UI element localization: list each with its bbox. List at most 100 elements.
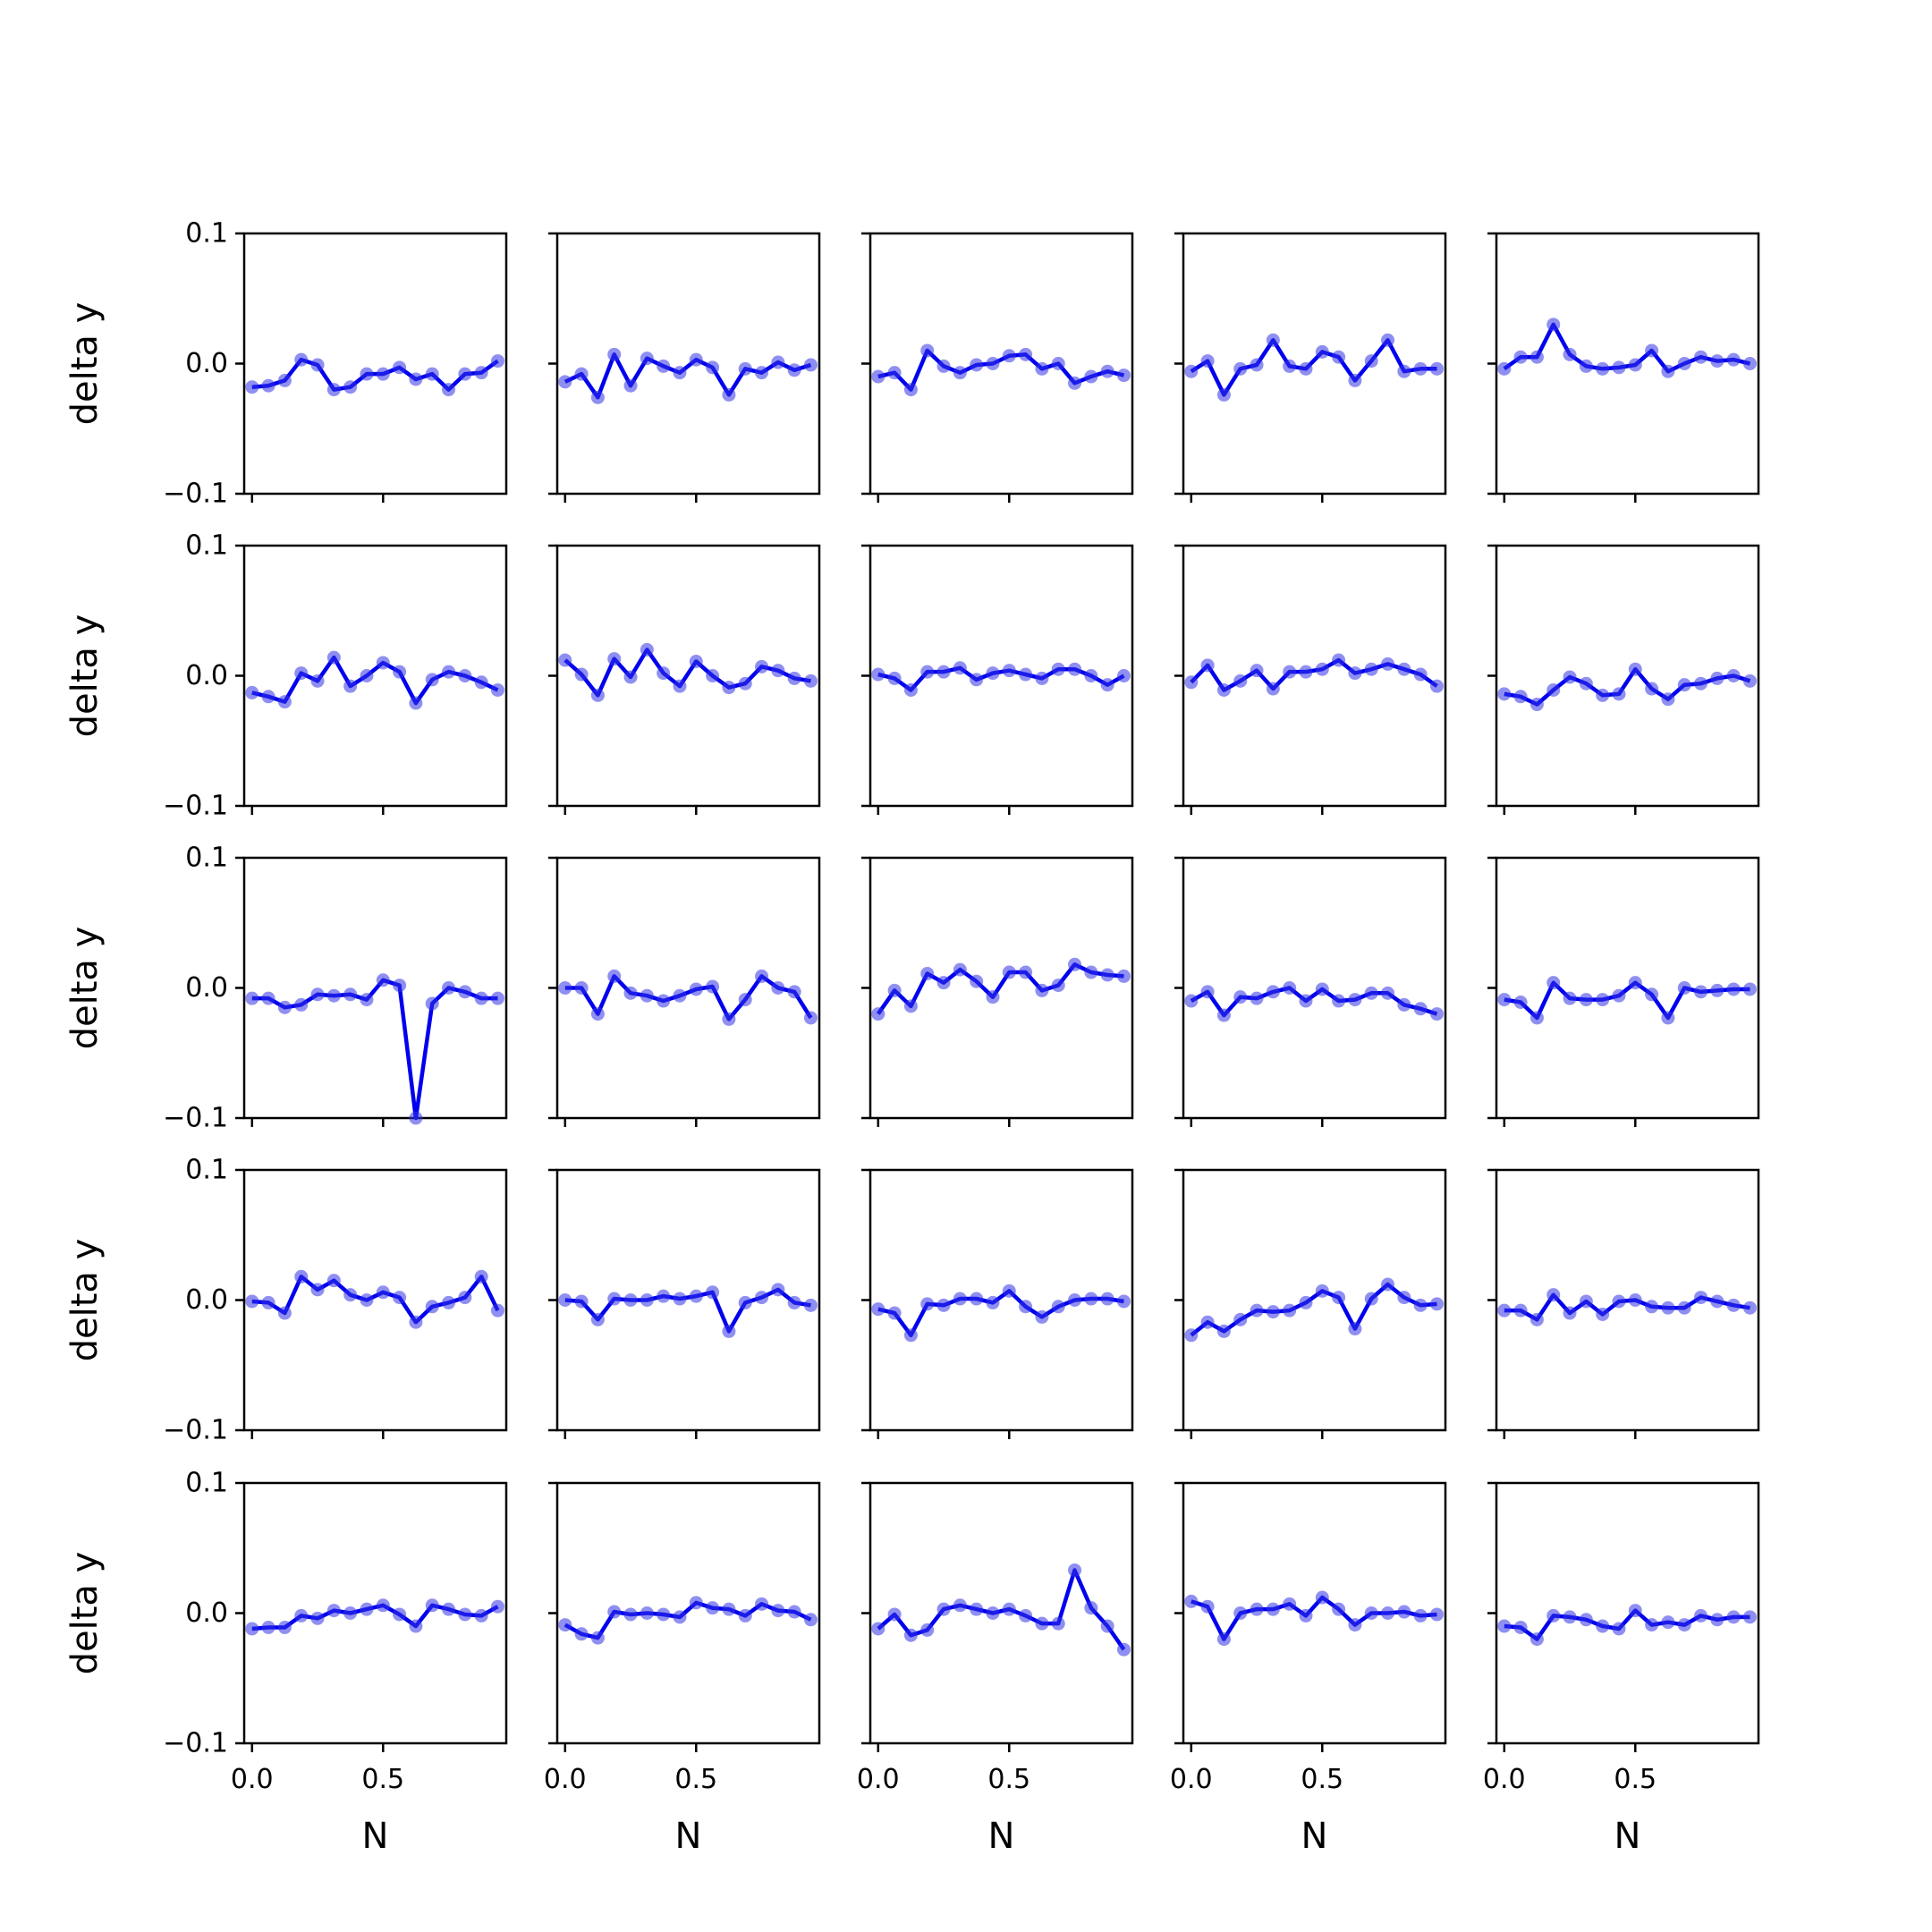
data-point-2-4-10 bbox=[1661, 1011, 1675, 1025]
data-point-0-2-10 bbox=[1035, 361, 1049, 376]
data-point-4-4-9 bbox=[1645, 1618, 1659, 1632]
data-point-2-3-4 bbox=[1250, 991, 1264, 1005]
data-point-3-2-15 bbox=[1116, 1294, 1131, 1309]
data-point-1-3-5 bbox=[1266, 682, 1280, 696]
data-point-1-2-12 bbox=[1068, 662, 1082, 676]
data-point-4-2-1 bbox=[887, 1607, 902, 1622]
data-point-3-3-15 bbox=[1429, 1297, 1444, 1311]
data-point-2-3-1 bbox=[1200, 985, 1215, 999]
data-point-2-4-6 bbox=[1596, 993, 1610, 1007]
data-point-0-1-2 bbox=[590, 390, 605, 404]
data-point-3-3-6 bbox=[1283, 1303, 1297, 1318]
data-point-0-0-7 bbox=[360, 367, 374, 381]
data-point-1-2-5 bbox=[953, 661, 967, 675]
data-point-3-3-2 bbox=[1216, 1324, 1231, 1338]
data-point-0-3-15 bbox=[1429, 361, 1444, 376]
data-point-2-2-13 bbox=[1084, 965, 1098, 979]
series-line-2-0 bbox=[251, 978, 498, 1121]
data-point-2-1-6 bbox=[657, 994, 671, 1008]
data-point-0-3-9 bbox=[1332, 350, 1346, 364]
data-point-0-4-9 bbox=[1645, 343, 1659, 358]
data-point-1-2-3 bbox=[920, 665, 935, 679]
data-point-1-0-5 bbox=[326, 650, 341, 665]
data-point-0-0-12 bbox=[442, 383, 456, 397]
data-point-0-1-0 bbox=[558, 375, 572, 389]
data-point-1-0-4 bbox=[310, 674, 325, 688]
data-point-4-0-5 bbox=[326, 1604, 341, 1618]
data-point-4-4-6 bbox=[1596, 1619, 1610, 1633]
data-point-1-4-2 bbox=[1530, 698, 1544, 712]
data-point-0-2-6 bbox=[970, 358, 984, 372]
data-point-3-3-3 bbox=[1233, 1312, 1248, 1326]
series-line-2-2 bbox=[876, 962, 1124, 1015]
y-tick-label-4-2: −0.1 bbox=[163, 1728, 228, 1759]
data-point-4-3-6 bbox=[1283, 1597, 1297, 1611]
data-point-3-2-12 bbox=[1068, 1293, 1082, 1307]
data-point-3-0-10 bbox=[409, 1315, 423, 1329]
data-point-4-0-7 bbox=[360, 1602, 374, 1616]
series-line-1-3 bbox=[1190, 657, 1438, 692]
data-point-0-1-11 bbox=[738, 361, 752, 376]
data-point-3-2-5 bbox=[953, 1292, 967, 1306]
data-point-1-4-4 bbox=[1563, 670, 1577, 684]
data-point-1-1-14 bbox=[787, 671, 801, 685]
data-point-3-0-13 bbox=[458, 1291, 472, 1305]
data-point-2-4-15 bbox=[1742, 982, 1757, 996]
data-point-4-3-13 bbox=[1397, 1605, 1411, 1619]
data-point-2-1-3 bbox=[607, 969, 622, 983]
data-point-4-3-15 bbox=[1429, 1607, 1444, 1622]
data-point-4-1-13 bbox=[771, 1604, 785, 1618]
data-point-2-4-3 bbox=[1546, 976, 1561, 990]
data-point-2-4-9 bbox=[1645, 987, 1659, 1002]
data-point-4-4-12 bbox=[1694, 1608, 1708, 1623]
data-point-3-0-2 bbox=[277, 1306, 292, 1320]
data-point-0-0-14 bbox=[474, 366, 488, 380]
data-point-3-1-12 bbox=[755, 1291, 769, 1305]
y-tick-label-1-1: 0.0 bbox=[185, 660, 228, 691]
data-point-4-1-9 bbox=[706, 1601, 720, 1615]
data-point-1-4-10 bbox=[1661, 692, 1675, 707]
data-point-1-3-7 bbox=[1299, 665, 1313, 679]
data-point-0-0-15 bbox=[490, 354, 504, 369]
data-point-2-4-14 bbox=[1726, 982, 1741, 996]
data-point-0-3-8 bbox=[1315, 344, 1329, 359]
data-point-4-1-5 bbox=[640, 1606, 654, 1620]
data-point-2-1-1 bbox=[574, 981, 589, 995]
data-point-2-0-13 bbox=[458, 985, 472, 999]
y-tick-label-0-2: −0.1 bbox=[163, 479, 228, 510]
data-point-0-1-15 bbox=[803, 358, 818, 372]
data-point-2-3-14 bbox=[1413, 1002, 1428, 1016]
data-point-3-3-7 bbox=[1299, 1295, 1313, 1309]
data-point-4-1-1 bbox=[574, 1627, 589, 1641]
data-point-0-3-6 bbox=[1283, 359, 1297, 373]
data-point-3-1-10 bbox=[722, 1324, 736, 1338]
subplot-frame-0-2 bbox=[869, 232, 1134, 496]
data-point-0-4-10 bbox=[1661, 364, 1675, 378]
data-point-1-3-15 bbox=[1429, 679, 1444, 693]
data-point-3-4-13 bbox=[1710, 1294, 1724, 1309]
data-point-0-1-13 bbox=[771, 355, 785, 369]
data-point-0-4-6 bbox=[1596, 361, 1610, 376]
data-point-0-2-12 bbox=[1068, 376, 1082, 390]
data-point-0-0-5 bbox=[326, 383, 341, 397]
data-point-2-1-13 bbox=[771, 981, 785, 995]
data-point-3-0-15 bbox=[490, 1303, 504, 1318]
data-point-1-0-7 bbox=[360, 669, 374, 682]
data-point-4-1-15 bbox=[803, 1613, 818, 1627]
data-point-3-4-12 bbox=[1694, 1291, 1708, 1305]
data-point-1-1-12 bbox=[755, 659, 769, 674]
series-line-3-0 bbox=[251, 1275, 500, 1325]
data-point-0-4-13 bbox=[1710, 354, 1724, 369]
data-point-1-3-10 bbox=[1348, 666, 1362, 681]
data-point-1-1-5 bbox=[640, 642, 654, 657]
data-point-4-2-10 bbox=[1035, 1616, 1049, 1631]
data-point-1-1-3 bbox=[607, 652, 622, 666]
data-point-1-1-4 bbox=[623, 670, 638, 684]
data-point-3-3-10 bbox=[1348, 1322, 1362, 1336]
data-point-2-1-4 bbox=[623, 986, 638, 1000]
data-point-4-0-1 bbox=[261, 1621, 275, 1635]
x-tick-label-0-1: 0.5 bbox=[361, 1764, 404, 1795]
data-point-1-3-8 bbox=[1315, 662, 1329, 676]
data-point-0-0-9 bbox=[393, 360, 407, 375]
data-point-3-1-5 bbox=[640, 1293, 654, 1307]
